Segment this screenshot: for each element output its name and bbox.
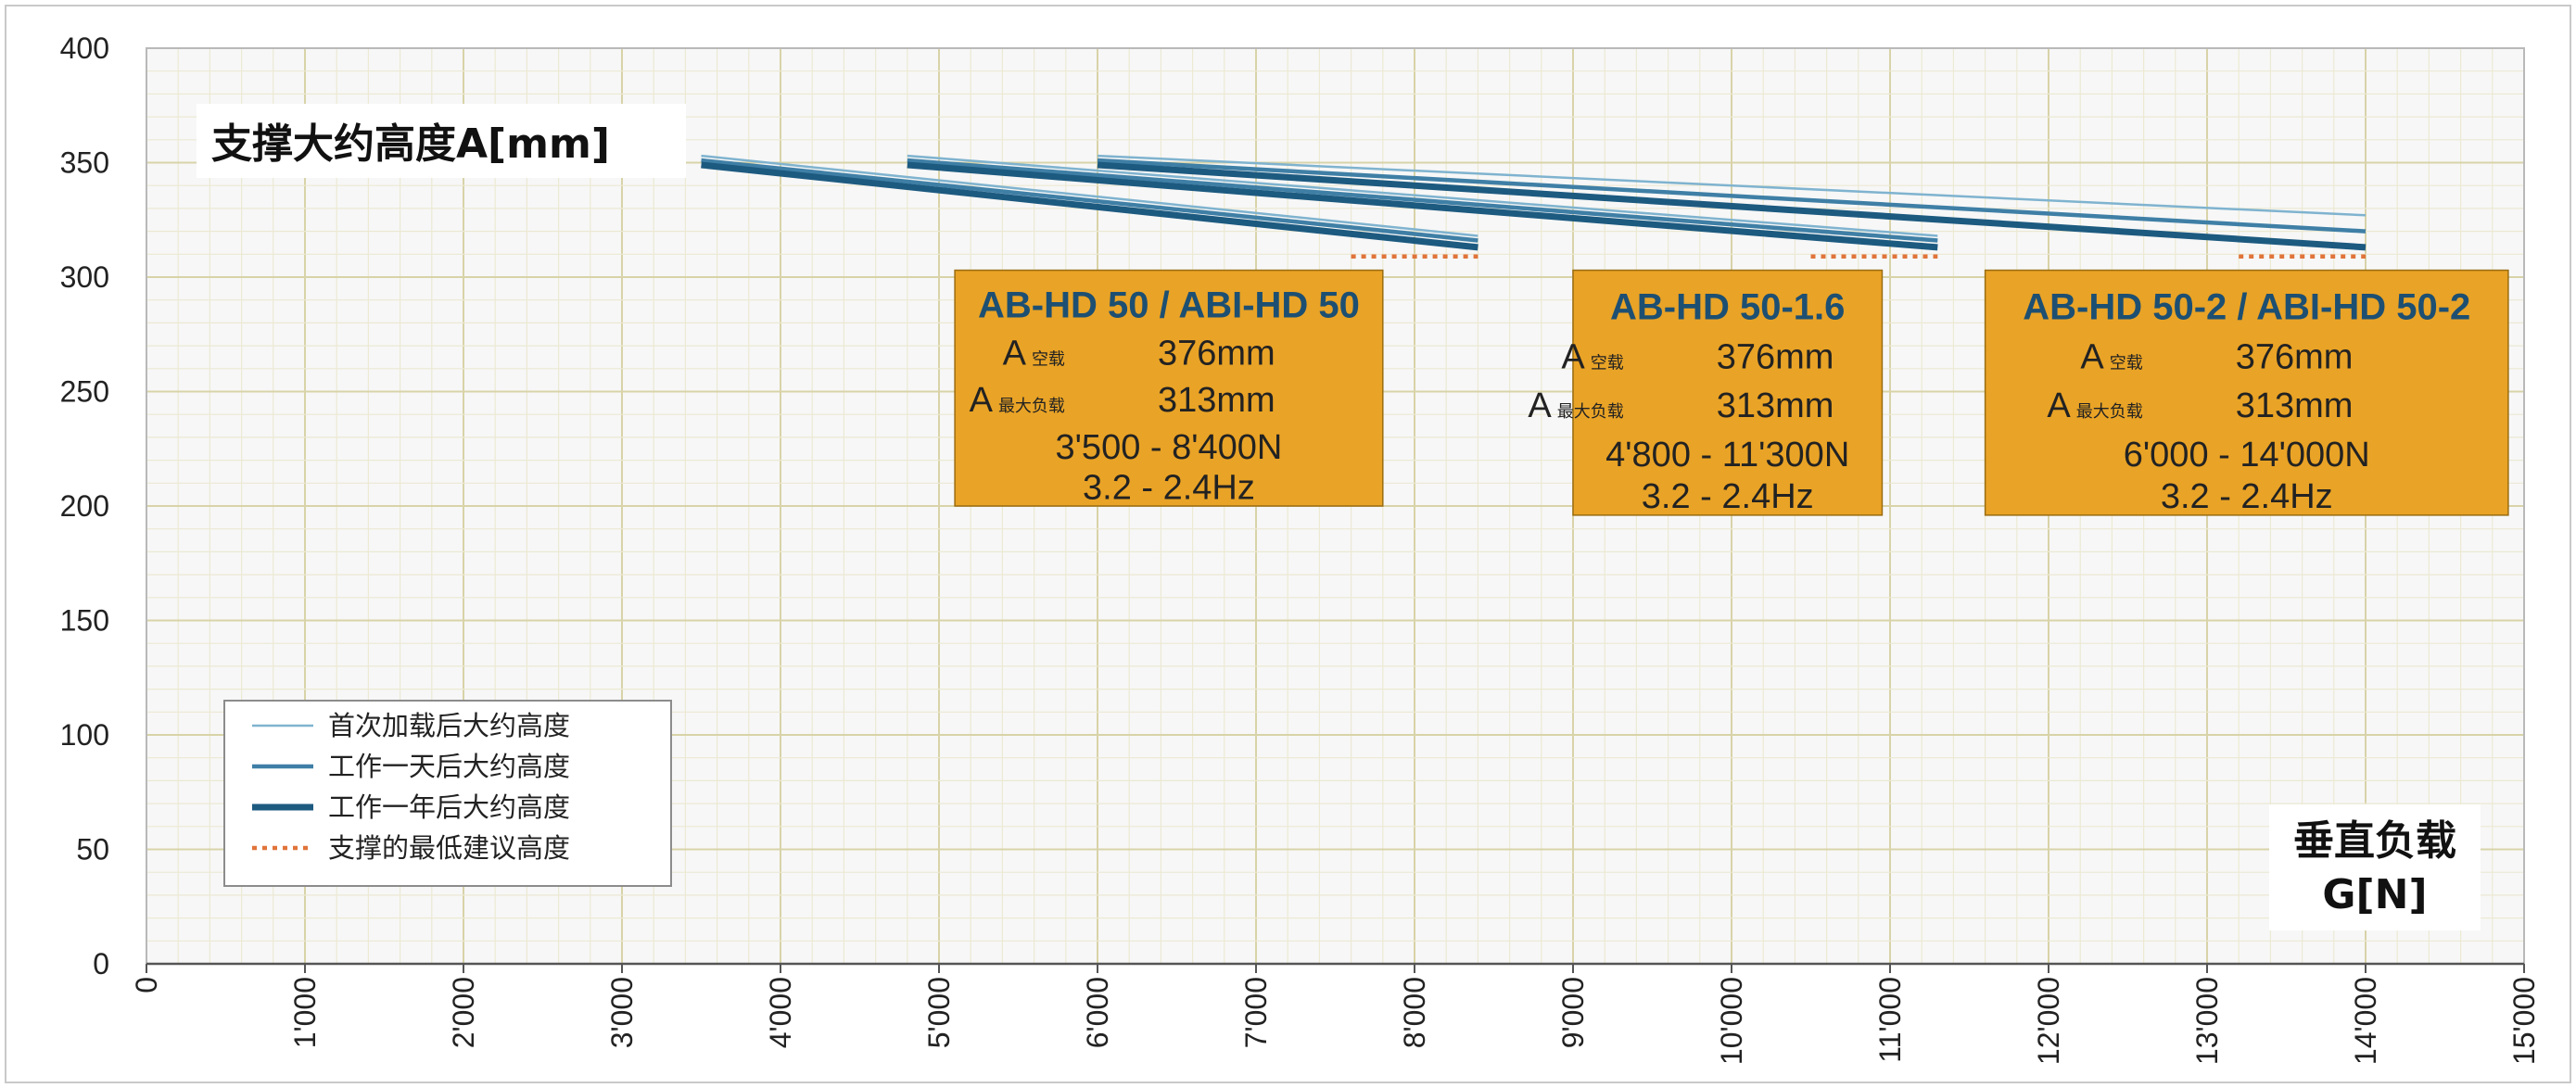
series-line-one_day <box>701 158 1478 243</box>
annotation-row-value: 313mm <box>2236 386 2354 425</box>
x-tick-label: 2'000 <box>447 977 480 1048</box>
annotation-row-value: 376mm <box>2236 337 2354 376</box>
x-tick-label: 4'000 <box>764 977 797 1048</box>
y-tick-label: 200 <box>60 489 109 523</box>
y-tick-label: 400 <box>60 32 109 65</box>
legend-label: 支撑的最低建议高度 <box>328 832 570 864</box>
annotation-row-subscript: 最大负载 <box>2076 402 2143 422</box>
series <box>701 154 2367 259</box>
y-tick-label: 50 <box>76 833 109 867</box>
annotation-row-value: 313mm <box>1717 386 1834 425</box>
x-axis-title-box: 垂直负载 G[N] <box>2269 804 2481 930</box>
x-tick-label: 15'000 <box>2507 977 2541 1065</box>
x-tick-label: 13'000 <box>2190 977 2224 1065</box>
x-tick-label: 11'000 <box>1873 977 1907 1063</box>
y-axis-title-box: 支撑大约高度A[mm] <box>197 104 686 178</box>
annotation-row-subscript: 空载 <box>2110 353 2143 373</box>
legend-label: 工作一年后大约高度 <box>328 791 570 823</box>
x-axis-title-line1: 垂直负载 <box>2293 817 2456 865</box>
outer-frame <box>5 5 2571 1083</box>
x-tick-label: 6'000 <box>1081 977 1114 1048</box>
annotation-row-subscript: 最大负载 <box>1557 402 1624 422</box>
x-tick-label: 14'000 <box>2349 977 2382 1065</box>
annotation-row-label: A 空载 <box>1003 334 1065 373</box>
annotation-row-symbol: A <box>2047 386 2071 425</box>
axes: 0 50 100 150 200 250 300 350 400 0 1'000 2'000 3'000… <box>60 32 2541 1065</box>
x-tick-label: 10'000 <box>1715 977 1748 1065</box>
x-tick-label: 3'000 <box>605 977 639 1048</box>
annotation-row-symbol: A <box>1561 337 1585 376</box>
x-tick-label: 9'000 <box>1556 977 1590 1048</box>
annotation-row-value: 376mm <box>1158 334 1275 373</box>
annotation-row-label: A 最大负载 <box>2047 386 2142 425</box>
x-axis-title-line2: G[N] <box>2322 871 2427 918</box>
annotation-row-symbol: A <box>970 381 994 420</box>
annotation-row-subscript: 空载 <box>1591 353 1624 373</box>
series-line-one_day <box>907 158 1938 243</box>
annotation-row-symbol: A <box>2080 337 2104 376</box>
annotation-title: AB-HD 50 / ABI-HD 50 <box>978 285 1360 325</box>
series-line-one_year <box>1097 161 2367 251</box>
series-line-first_load <box>907 154 1938 237</box>
y-tick-label: 0 <box>93 947 109 980</box>
annotation-row-value: 313mm <box>1158 381 1275 420</box>
series-line-one_year <box>907 161 1938 251</box>
annotation-frequency: 3.2 - 2.4Hz <box>1083 468 1255 507</box>
annotation-row-subscript: 最大负载 <box>998 397 1065 416</box>
annotation-row-label: A 最大负载 <box>970 381 1065 420</box>
legend-box <box>223 700 672 887</box>
x-tick-label: 8'000 <box>1398 977 1431 1048</box>
y-tick-label: 150 <box>60 604 109 638</box>
annotation-background <box>1984 269 2509 516</box>
x-tick-label: 12'000 <box>2032 977 2065 1065</box>
series-line-one_day <box>1097 158 2367 234</box>
annotation-row-value: 376mm <box>1717 337 1834 376</box>
series-line-first_load <box>1097 154 2367 217</box>
y-tick-label: 350 <box>60 146 109 180</box>
x-tick-label: 5'000 <box>922 977 956 1048</box>
annotation-row-symbol: A <box>1003 334 1027 373</box>
annotation-background <box>954 269 1384 507</box>
y-axis-title: 支撑大约高度A[mm] <box>211 120 610 168</box>
annotation-load-range: 4'800 - 11'300N <box>1605 436 1849 474</box>
annotation-row-label: A 最大负载 <box>1528 386 1623 425</box>
annotation-row-label: A 空载 <box>2080 337 2142 376</box>
series-line-one_year <box>701 161 1478 251</box>
x-tick-label: 7'000 <box>1239 977 1273 1048</box>
annotation-frequency: 3.2 - 2.4Hz <box>2161 477 2333 516</box>
annotation-row-symbol: A <box>1528 386 1552 425</box>
y-tick-label: 250 <box>60 375 109 409</box>
x-axis-title-background <box>2269 804 2481 930</box>
annotation-frequency: 3.2 - 2.4Hz <box>1642 477 1814 516</box>
annotation-row-subscript: 空载 <box>1032 349 1065 369</box>
legend-label: 首次加载后大约高度 <box>328 710 570 741</box>
legend-label: 工作一天后大约高度 <box>328 751 570 782</box>
annotation-row-label: A 空载 <box>1561 337 1623 376</box>
y-tick-label: 300 <box>60 260 109 294</box>
annotation-title: AB-HD 50-1.6 <box>1610 286 1845 327</box>
x-tick-label: 1'000 <box>288 977 322 1048</box>
annotation-load-range: 6'000 - 14'000N <box>2124 436 2370 474</box>
annotation-load-range: 3'500 - 8'400N <box>1056 428 1283 467</box>
annotation-title: AB-HD 50-2 / ABI-HD 50-2 <box>2023 286 2470 327</box>
series-line-first_load <box>701 154 1478 237</box>
x-tick-label: 0 <box>130 977 163 993</box>
annotation-background <box>1572 269 1884 516</box>
y-axis-title-background <box>197 104 686 178</box>
y-tick-label: 100 <box>60 718 109 752</box>
